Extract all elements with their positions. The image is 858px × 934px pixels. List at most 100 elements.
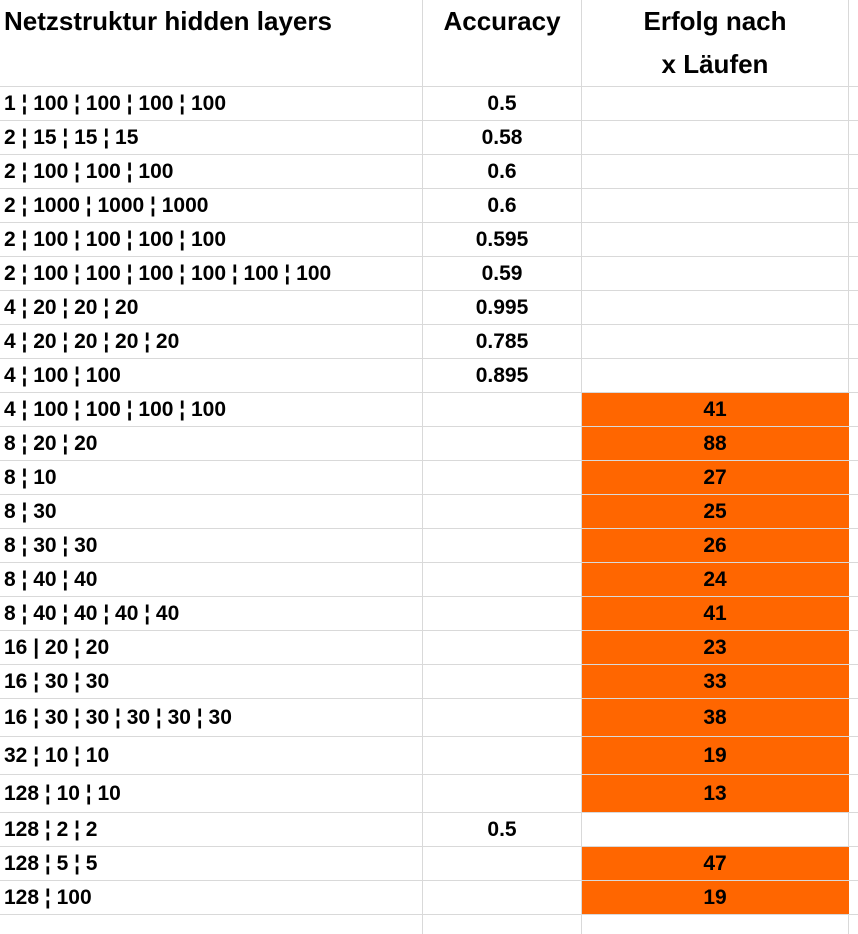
empty-cell[interactable] xyxy=(423,915,582,934)
extra-cell[interactable] xyxy=(849,359,858,392)
success-cell[interactable]: 23 xyxy=(582,631,849,664)
structure-cell[interactable]: 2 ¦ 100 ¦ 100 ¦ 100 ¦ 100 ¦ 100 ¦ 100 xyxy=(0,257,423,290)
accuracy-cell[interactable] xyxy=(423,597,582,630)
success-cell[interactable]: 41 xyxy=(582,393,849,426)
extra-cell[interactable] xyxy=(849,699,858,736)
header-structure-cell[interactable]: Netzstruktur hidden layers xyxy=(0,0,423,86)
extra-cell[interactable] xyxy=(849,325,858,358)
empty-cell[interactable] xyxy=(849,915,858,934)
extra-cell[interactable] xyxy=(849,291,858,324)
extra-cell[interactable] xyxy=(849,881,858,914)
accuracy-cell[interactable] xyxy=(423,775,582,812)
success-cell[interactable] xyxy=(582,813,849,846)
structure-cell[interactable]: 16 ¦ 30 ¦ 30 ¦ 30 ¦ 30 ¦ 30 xyxy=(0,699,423,736)
structure-cell[interactable]: 128 ¦ 2 ¦ 2 xyxy=(0,813,423,846)
extra-cell[interactable] xyxy=(849,631,858,664)
empty-cell[interactable] xyxy=(582,915,849,934)
accuracy-cell[interactable] xyxy=(423,427,582,460)
structure-cell[interactable]: 4 ¦ 20 ¦ 20 ¦ 20 ¦ 20 xyxy=(0,325,423,358)
extra-cell[interactable] xyxy=(849,775,858,812)
success-cell[interactable]: 47 xyxy=(582,847,849,880)
structure-cell[interactable]: 32 ¦ 10 ¦ 10 xyxy=(0,737,423,774)
success-cell[interactable]: 38 xyxy=(582,699,849,736)
extra-cell[interactable] xyxy=(849,461,858,494)
accuracy-cell[interactable]: 0.895 xyxy=(423,359,582,392)
accuracy-cell[interactable] xyxy=(423,563,582,596)
structure-cell[interactable]: 16 ¦ 30 ¦ 30 xyxy=(0,665,423,698)
extra-cell[interactable] xyxy=(849,87,858,120)
structure-cell[interactable]: 128 ¦ 5 ¦ 5 xyxy=(0,847,423,880)
success-cell[interactable]: 88 xyxy=(582,427,849,460)
accuracy-cell[interactable] xyxy=(423,847,582,880)
structure-cell[interactable]: 4 ¦ 20 ¦ 20 ¦ 20 xyxy=(0,291,423,324)
success-cell[interactable]: 41 xyxy=(582,597,849,630)
structure-cell[interactable]: 2 ¦ 15 ¦ 15 ¦ 15 xyxy=(0,121,423,154)
structure-cell[interactable]: 8 ¦ 10 xyxy=(0,461,423,494)
extra-cell[interactable] xyxy=(849,121,858,154)
extra-cell[interactable] xyxy=(849,737,858,774)
extra-cell[interactable] xyxy=(849,597,858,630)
structure-cell[interactable]: 8 ¦ 30 ¦ 30 xyxy=(0,529,423,562)
success-cell[interactable] xyxy=(582,155,849,188)
accuracy-cell[interactable]: 0.58 xyxy=(423,121,582,154)
success-cell[interactable] xyxy=(582,121,849,154)
extra-cell[interactable] xyxy=(849,393,858,426)
empty-cell[interactable] xyxy=(0,915,423,934)
extra-cell[interactable] xyxy=(849,495,858,528)
success-cell[interactable]: 26 xyxy=(582,529,849,562)
extra-cell[interactable] xyxy=(849,813,858,846)
success-cell[interactable] xyxy=(582,257,849,290)
extra-cell[interactable] xyxy=(849,665,858,698)
extra-cell[interactable] xyxy=(849,189,858,222)
success-cell[interactable]: 13 xyxy=(582,775,849,812)
success-cell[interactable]: 19 xyxy=(582,737,849,774)
structure-cell[interactable]: 128 ¦ 10 ¦ 10 xyxy=(0,775,423,812)
structure-cell[interactable]: 4 ¦ 100 ¦ 100 xyxy=(0,359,423,392)
structure-cell[interactable]: 8 ¦ 20 ¦ 20 xyxy=(0,427,423,460)
accuracy-cell[interactable]: 0.5 xyxy=(423,813,582,846)
structure-cell[interactable]: 128 ¦ 100 xyxy=(0,881,423,914)
success-cell[interactable] xyxy=(582,87,849,120)
accuracy-cell[interactable]: 0.595 xyxy=(423,223,582,256)
success-cell[interactable] xyxy=(582,189,849,222)
accuracy-cell[interactable]: 0.995 xyxy=(423,291,582,324)
structure-cell[interactable]: 2 ¦ 1000 ¦ 1000 ¦ 1000 xyxy=(0,189,423,222)
extra-cell[interactable] xyxy=(849,427,858,460)
accuracy-cell[interactable]: 0.785 xyxy=(423,325,582,358)
accuracy-cell[interactable]: 0.6 xyxy=(423,155,582,188)
extra-cell[interactable] xyxy=(849,563,858,596)
success-cell[interactable] xyxy=(582,359,849,392)
header-accuracy-cell[interactable]: Accuracy xyxy=(423,0,582,86)
structure-cell[interactable]: 1 ¦ 100 ¦ 100 ¦ 100 ¦ 100 xyxy=(0,87,423,120)
extra-cell[interactable] xyxy=(849,847,858,880)
accuracy-cell[interactable] xyxy=(423,461,582,494)
extra-cell[interactable] xyxy=(849,529,858,562)
success-cell[interactable]: 24 xyxy=(582,563,849,596)
success-cell[interactable]: 25 xyxy=(582,495,849,528)
accuracy-cell[interactable]: 0.59 xyxy=(423,257,582,290)
accuracy-cell[interactable] xyxy=(423,529,582,562)
header-extra-cell[interactable] xyxy=(849,0,858,86)
extra-cell[interactable] xyxy=(849,257,858,290)
accuracy-cell[interactable] xyxy=(423,665,582,698)
accuracy-cell[interactable] xyxy=(423,699,582,736)
accuracy-cell[interactable] xyxy=(423,631,582,664)
header-success-cell[interactable]: Erfolg nach x Läufen xyxy=(582,0,849,86)
success-cell[interactable] xyxy=(582,223,849,256)
success-cell[interactable]: 27 xyxy=(582,461,849,494)
extra-cell[interactable] xyxy=(849,155,858,188)
success-cell[interactable]: 19 xyxy=(582,881,849,914)
success-cell[interactable] xyxy=(582,325,849,358)
structure-cell[interactable]: 8 ¦ 40 ¦ 40 xyxy=(0,563,423,596)
accuracy-cell[interactable] xyxy=(423,495,582,528)
accuracy-cell[interactable]: 0.6 xyxy=(423,189,582,222)
success-cell[interactable] xyxy=(582,291,849,324)
structure-cell[interactable]: 2 ¦ 100 ¦ 100 ¦ 100 xyxy=(0,155,423,188)
accuracy-cell[interactable]: 0.5 xyxy=(423,87,582,120)
extra-cell[interactable] xyxy=(849,223,858,256)
structure-cell[interactable]: 8 ¦ 30 xyxy=(0,495,423,528)
structure-cell[interactable]: 16 | 20 ¦ 20 xyxy=(0,631,423,664)
structure-cell[interactable]: 2 ¦ 100 ¦ 100 ¦ 100 ¦ 100 xyxy=(0,223,423,256)
structure-cell[interactable]: 4 ¦ 100 ¦ 100 ¦ 100 ¦ 100 xyxy=(0,393,423,426)
accuracy-cell[interactable] xyxy=(423,881,582,914)
